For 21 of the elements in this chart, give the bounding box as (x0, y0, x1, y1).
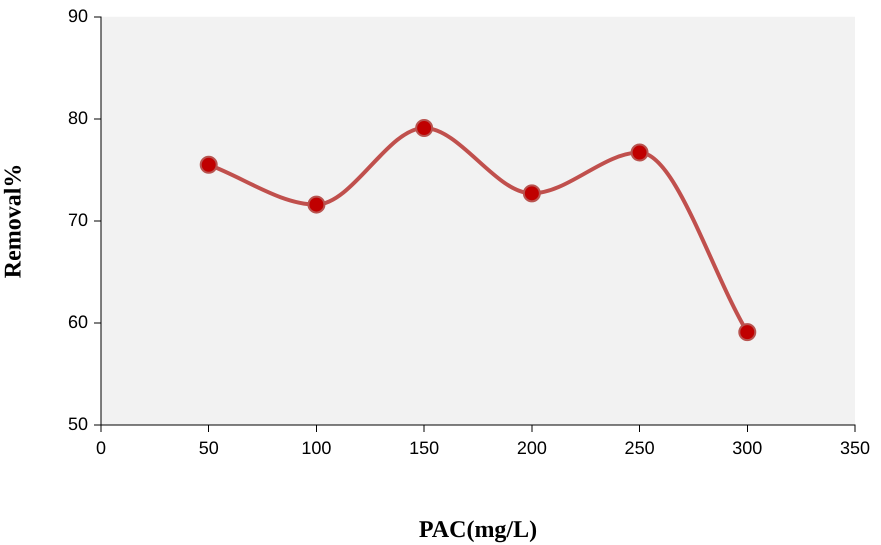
x-tick-label: 150 (409, 438, 440, 458)
point (307, 196, 326, 214)
x-tick-label: 300 (732, 438, 762, 458)
x-tick-label: 100 (301, 438, 332, 458)
point (415, 119, 434, 138)
x-tick-label: 0 (96, 438, 106, 458)
y-tick-label: 80 (68, 108, 88, 128)
x-tick-label: 350 (840, 438, 870, 458)
y-tick-label: 90 (68, 6, 88, 26)
point (630, 144, 649, 162)
point (200, 156, 218, 174)
y-tick-label: 60 (68, 312, 88, 332)
point (522, 184, 541, 202)
y-tick-label: 50 (68, 414, 88, 434)
x-tick-label: 200 (516, 438, 547, 458)
x-tick-label: 250 (624, 438, 655, 458)
y-tick-label: 70 (68, 210, 88, 230)
x-tick-label: 50 (198, 438, 219, 458)
y-axis-title: Removal% (0, 164, 27, 278)
point (738, 323, 756, 342)
x-axis-title: PAC(mg/L) (418, 516, 538, 543)
